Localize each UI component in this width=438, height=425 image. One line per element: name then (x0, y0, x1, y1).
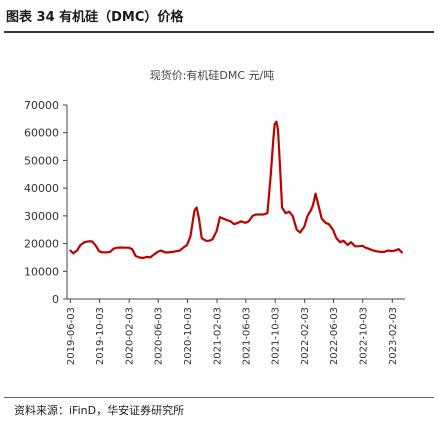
x-tick-label: 2020-02-03 (125, 307, 136, 365)
x-tick-label: 2022-06-03 (329, 307, 340, 365)
y-axis: 0 10000 20000 30000 40000 50000 60000 70000 (24, 99, 68, 306)
series-line (69, 120, 403, 260)
x-tick-label: 2022-02-03 (300, 307, 311, 365)
source-rule (4, 397, 434, 398)
y-tick-label: 50000 (24, 154, 59, 167)
source-note: 资料来源：iFinD，华安证券研究所 (14, 404, 185, 417)
x-tick-label: 2023-02-03 (388, 307, 399, 365)
y-tick-label: 40000 (24, 182, 59, 195)
chart-title: 现货价:有机硅DMC 元/吨 (150, 68, 275, 82)
y-tick-label: 10000 (24, 265, 59, 278)
y-tick-label: 20000 (24, 238, 59, 251)
x-tick-label: 2020-06-03 (154, 307, 165, 365)
plot-area (69, 120, 403, 260)
figure-title: 图表 34 有机硅（DMC）价格 (6, 10, 184, 25)
y-tick-label: 70000 (24, 99, 59, 112)
title-rule (4, 31, 434, 33)
x-tick-label: 2021-10-03 (271, 307, 282, 365)
x-tick-label: 2019-06-03 (66, 307, 77, 365)
x-tick-label: 2022-10-03 (358, 307, 369, 365)
y-tick-label: 60000 (24, 127, 59, 140)
y-tick-label: 0 (52, 293, 59, 306)
x-tick-label: 2021-02-03 (213, 307, 224, 365)
x-axis: 2019-06-03 2019-10-03 2020-02-03 2020-06-03… (66, 298, 405, 365)
x-tick-label: 2021-06-03 (241, 307, 252, 365)
y-tick-label: 30000 (24, 210, 59, 223)
x-tick-label: 2020-10-03 (183, 307, 194, 365)
x-tick-label: 2019-10-03 (95, 307, 106, 365)
